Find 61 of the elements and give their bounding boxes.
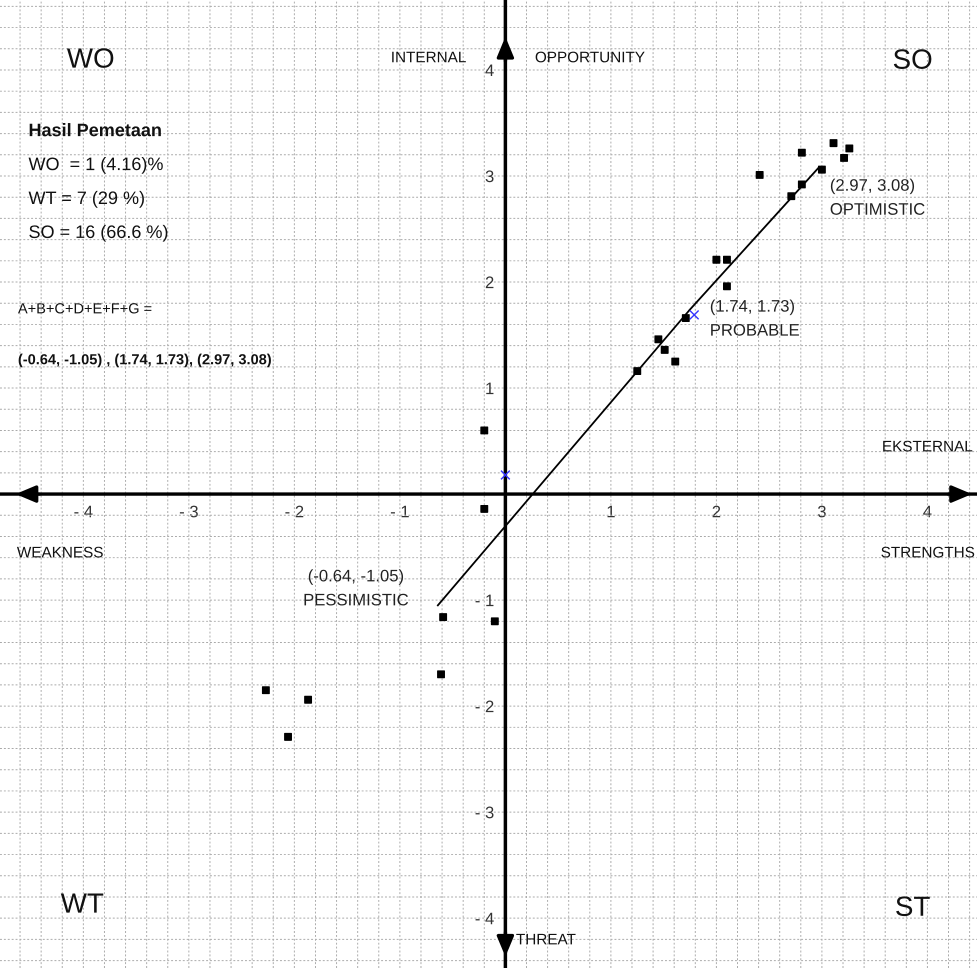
point: [671, 358, 680, 366]
point: [480, 426, 488, 434]
point: [654, 335, 662, 344]
y-tick-label: 3: [486, 170, 494, 182]
point: [722, 256, 731, 264]
point: [633, 367, 642, 376]
annotation: SO: [894, 49, 932, 69]
point: [682, 314, 690, 322]
annotation: OPPORTUNITY: [536, 52, 645, 62]
x-tick-label: 3: [818, 506, 826, 518]
annotation: WT = 7 (29 %): [28, 190, 144, 208]
point: [284, 732, 292, 741]
annotation: (2.97, 3.08) OPTIMISTIC: [830, 178, 925, 215]
annotation: (-0.64, -1.05) PESSIMISTIC: [304, 569, 408, 606]
point: [845, 144, 854, 152]
annotation: STRENGTHS: [881, 546, 974, 558]
annotation: WO = 1 (4.16)%: [28, 156, 163, 174]
point: [490, 617, 499, 626]
y-tick-label: 2: [486, 276, 494, 288]
point: [712, 256, 720, 264]
annotation: WO: [66, 48, 114, 68]
annotation: Hasil Pemetaan: [30, 123, 161, 136]
annotation: WT: [60, 894, 104, 913]
x-tick-label: - 4: [74, 506, 93, 518]
x-tick-label: - 3: [180, 506, 198, 518]
point: [840, 154, 848, 162]
annotation: THREAT: [516, 934, 576, 944]
annotation: (1.74, 1.73) PROBABLE: [710, 300, 799, 336]
y-tick-label: - 1: [476, 594, 494, 606]
x-tick-label: 1: [608, 506, 615, 518]
x-tick-label: 4: [923, 506, 932, 518]
y-tick-label: - 4: [476, 912, 494, 924]
annotation: WEAKNESS: [16, 546, 103, 558]
y-tick-label: - 2: [476, 700, 494, 712]
point: [830, 139, 838, 148]
annotation: SO = 16 (66.6 %): [29, 224, 168, 242]
point: [787, 192, 796, 200]
point: [798, 180, 806, 188]
annotation: ST: [896, 896, 930, 916]
y-tick-label: - 3: [476, 806, 494, 818]
point: [262, 686, 270, 694]
annotation: A+B+C+D+E+F+G =: [18, 303, 152, 314]
point: [437, 670, 445, 678]
point: [660, 346, 669, 354]
point: [304, 696, 312, 704]
y-tick-label: 4: [485, 64, 494, 76]
point: [439, 613, 448, 622]
point: [480, 504, 488, 513]
annotation: EKSTERNAL: [883, 440, 972, 452]
annotation: (-0.64, -1.05) , (1.74, 1.73), (2.97, 3.08): [18, 354, 271, 368]
point: [689, 310, 700, 320]
x-tick-label: 2: [712, 506, 720, 518]
x-tick-label: - 1: [390, 506, 409, 518]
annotation: INTERNAL: [392, 52, 466, 62]
point: [500, 470, 510, 480]
point: [798, 148, 806, 157]
point: [756, 170, 764, 179]
x-tick-label: - 2: [285, 506, 304, 518]
point: [722, 282, 731, 290]
y-tick-label: 1: [486, 382, 494, 394]
point: [818, 166, 826, 174]
